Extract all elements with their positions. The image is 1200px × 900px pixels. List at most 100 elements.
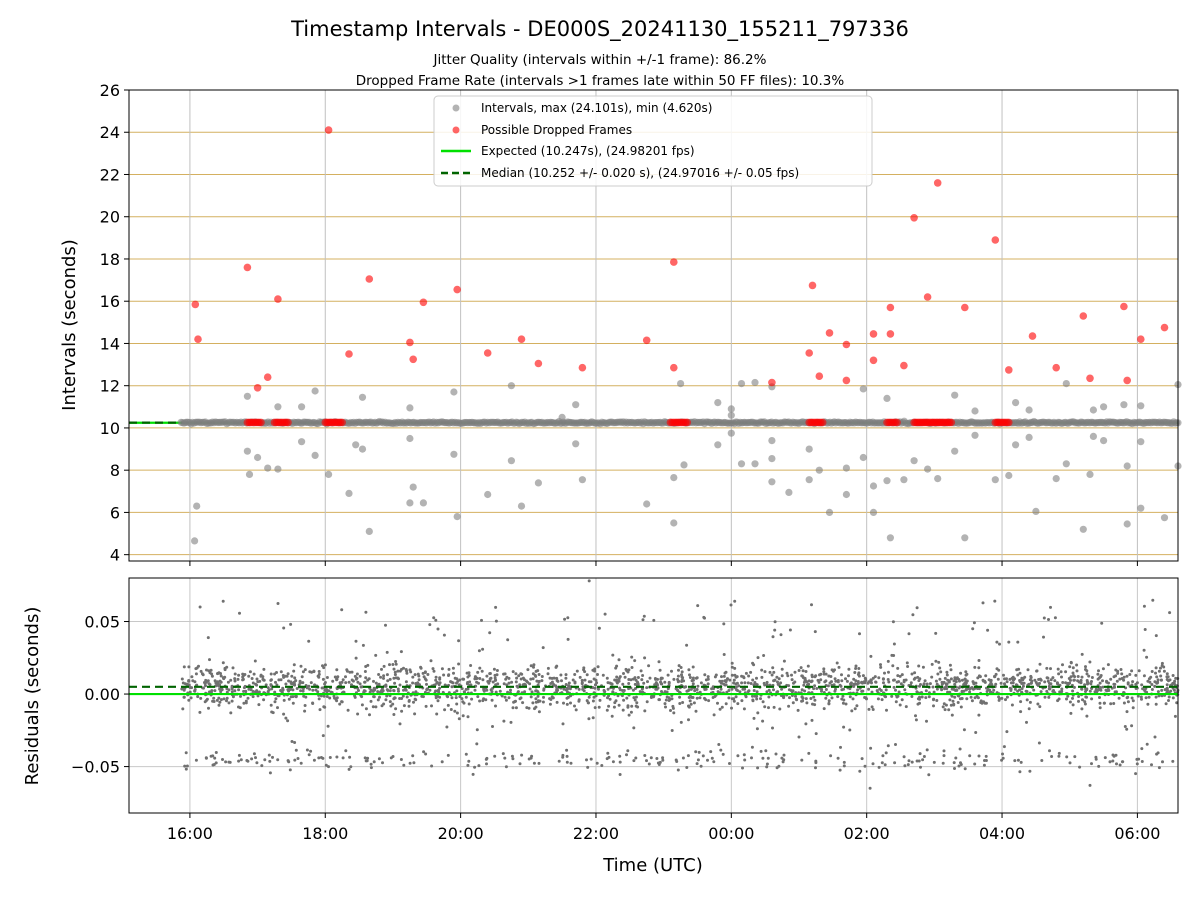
residual-point xyxy=(1154,666,1158,670)
residual-point xyxy=(921,665,925,669)
residual-point xyxy=(540,679,544,683)
residual-point xyxy=(858,769,862,773)
residual-point xyxy=(466,681,470,684)
residual-point xyxy=(925,719,928,723)
residual-point xyxy=(645,759,648,763)
residual-point xyxy=(762,681,766,685)
residual-point xyxy=(696,684,700,688)
interval-point xyxy=(558,413,566,421)
residual-point xyxy=(1071,703,1075,707)
residual-point xyxy=(958,747,962,751)
residual-point xyxy=(1154,702,1158,706)
residual-point xyxy=(399,650,403,654)
residual-point xyxy=(303,668,307,672)
x-axis-label: Time (UTC) xyxy=(602,855,703,876)
residual-point xyxy=(430,764,434,768)
residual-point xyxy=(968,754,972,758)
residual-point xyxy=(288,768,292,772)
residual-point xyxy=(869,654,873,658)
interval-point xyxy=(1052,475,1060,483)
residual-point xyxy=(1057,754,1061,758)
dropped-frame-point xyxy=(534,359,543,368)
residual-point xyxy=(432,669,436,673)
residual-point xyxy=(942,754,946,758)
residual-point xyxy=(752,716,756,720)
residual-point xyxy=(1029,681,1033,685)
residual-point xyxy=(720,675,723,679)
residual-point xyxy=(1002,745,1006,749)
residual-point xyxy=(1160,688,1164,692)
residual-point xyxy=(932,760,936,764)
interval-point xyxy=(900,476,908,484)
residual-point xyxy=(531,677,535,681)
residual-point xyxy=(890,694,894,698)
residual-point xyxy=(218,683,222,687)
residual-point xyxy=(484,757,488,761)
residual-point xyxy=(634,678,638,682)
residual-point xyxy=(291,688,295,692)
residual-point xyxy=(871,676,875,680)
residual-point xyxy=(254,756,257,760)
residual-point xyxy=(264,683,268,687)
residual-point xyxy=(311,702,315,705)
interval-point xyxy=(365,527,373,536)
residual-point xyxy=(965,697,969,701)
residual-point xyxy=(190,675,194,679)
residual-point xyxy=(488,679,492,683)
residual-point xyxy=(1071,689,1075,693)
residual-point xyxy=(873,675,877,679)
residual-point xyxy=(835,661,839,665)
residual-point xyxy=(998,642,1001,646)
residual-point xyxy=(844,677,847,681)
dropped-frame-point xyxy=(1028,332,1037,340)
residual-point xyxy=(626,749,630,753)
residual-point xyxy=(1140,760,1144,763)
interval-point xyxy=(311,451,319,459)
interval-point xyxy=(325,470,333,478)
residual-point xyxy=(983,679,987,683)
residual-point xyxy=(598,698,602,702)
residual-point xyxy=(1088,783,1092,787)
residual-point xyxy=(287,697,291,701)
residual-point xyxy=(199,669,203,673)
residual-point xyxy=(732,681,736,685)
residual-point xyxy=(941,705,945,709)
residual-point xyxy=(636,705,640,709)
residual-point xyxy=(719,748,723,752)
residual-point xyxy=(756,766,760,770)
residual-point xyxy=(691,678,695,682)
residual-point xyxy=(433,683,437,687)
residual-point xyxy=(1130,724,1134,728)
dropped-frame-point xyxy=(409,355,418,364)
residual-point xyxy=(282,675,286,679)
figure-subtitle-jitter: Jitter Quality (intervals within +/-1 fr… xyxy=(433,52,767,68)
residual-point xyxy=(664,698,668,702)
residual-point xyxy=(800,674,804,678)
dropped-frame-point xyxy=(365,275,374,283)
interval-point xyxy=(1120,401,1128,409)
residual-point xyxy=(431,667,435,671)
interval-point xyxy=(517,502,526,510)
interval-point xyxy=(910,457,918,465)
interval-point xyxy=(298,403,306,411)
interval-point xyxy=(859,385,867,393)
residual-point xyxy=(218,700,222,704)
residual-point xyxy=(840,679,844,683)
residual-point xyxy=(596,673,599,676)
residual-point xyxy=(377,757,381,761)
residual-point xyxy=(368,713,371,717)
interval-point xyxy=(951,447,959,455)
residual-point xyxy=(478,666,482,670)
residual-point xyxy=(1075,669,1079,673)
residual-point xyxy=(227,688,231,692)
residual-point xyxy=(531,701,535,705)
residual-point xyxy=(181,707,185,711)
residual-point xyxy=(257,690,261,694)
residual-point xyxy=(1045,666,1049,670)
residual-point xyxy=(184,767,188,771)
residual-point xyxy=(1144,696,1148,700)
interval-point xyxy=(507,382,515,390)
interval-point xyxy=(406,404,414,412)
interval-point xyxy=(274,465,282,473)
residual-point xyxy=(372,760,376,764)
